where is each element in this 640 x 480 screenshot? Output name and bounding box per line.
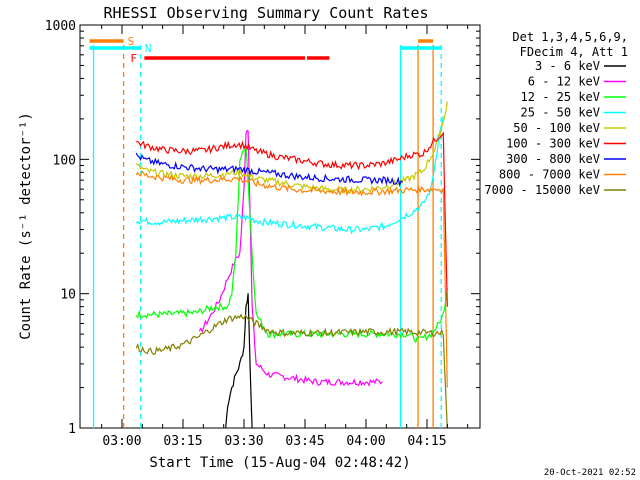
- x-axis: 03:00 03:15 03:30 03:45 04:00 04:15: [101, 25, 469, 449]
- x-tick-label: 03:45: [285, 434, 324, 449]
- x-tick-label: 03:00: [102, 434, 141, 449]
- x-axis-label: Start Time (15-Aug-04 02:48:42): [149, 455, 410, 471]
- series-line: [135, 115, 444, 235]
- x-tick-label: 03:15: [163, 434, 202, 449]
- y-axis: 1 10 100 1000: [45, 19, 480, 437]
- vertical-markers: [92, 45, 442, 428]
- series-line: [135, 131, 448, 307]
- x-tick-label: 04:15: [407, 434, 446, 449]
- legend: Det 1,3,4,5,6,9,FDecim 4, Att 13 - 6 keV…: [484, 30, 628, 197]
- series-line: [135, 101, 448, 195]
- chart-title: RHESSI Observing Summary Count Rates: [103, 4, 428, 22]
- y-tick-label: 1000: [45, 19, 76, 34]
- plot-area: [79, 24, 481, 429]
- flag-bars: SNF: [89, 35, 442, 65]
- legend-entry-label: 12 - 25 keV: [521, 90, 600, 104]
- series-lines: [135, 101, 448, 429]
- legend-entry-label: 3 - 6 keV: [535, 59, 600, 73]
- series-line: [135, 169, 448, 388]
- y-axis-label: Count Rate (s⁻¹ detector⁻¹): [18, 112, 34, 340]
- y-tick-label: 100: [53, 153, 76, 168]
- legend-header: FDecim 4, Att 1: [520, 45, 628, 59]
- plot-frame: [79, 24, 481, 429]
- legend-entry-label: 100 - 300 keV: [506, 137, 600, 151]
- legend-entry-label: 6 - 12 keV: [528, 75, 600, 89]
- series-line: [135, 152, 403, 187]
- series-line: [225, 293, 253, 429]
- flag-bar-label: N: [145, 42, 152, 55]
- flag-bar-label: S: [128, 35, 135, 48]
- y-tick-label: 10: [60, 288, 76, 303]
- legend-entry-label: 300 - 800 keV: [506, 152, 600, 166]
- x-tick-label: 03:30: [224, 434, 263, 449]
- series-line: [198, 129, 383, 387]
- flag-bar-label: F: [130, 52, 137, 65]
- legend-header: Det 1,3,4,5,6,9,: [512, 30, 628, 44]
- x-tick-label: 04:00: [346, 434, 385, 449]
- legend-entry-label: 7000 - 15000 keV: [484, 183, 600, 197]
- legend-entry-label: 800 - 7000 keV: [499, 168, 600, 182]
- series-line: [135, 146, 448, 344]
- legend-entry-label: 25 - 50 keV: [521, 106, 600, 120]
- series-line: [135, 313, 448, 429]
- legend-entry-label: 50 - 100 keV: [513, 121, 600, 135]
- footer-timestamp: 20-Oct-2021 02:52: [544, 468, 636, 478]
- y-tick-label: 1: [68, 422, 76, 437]
